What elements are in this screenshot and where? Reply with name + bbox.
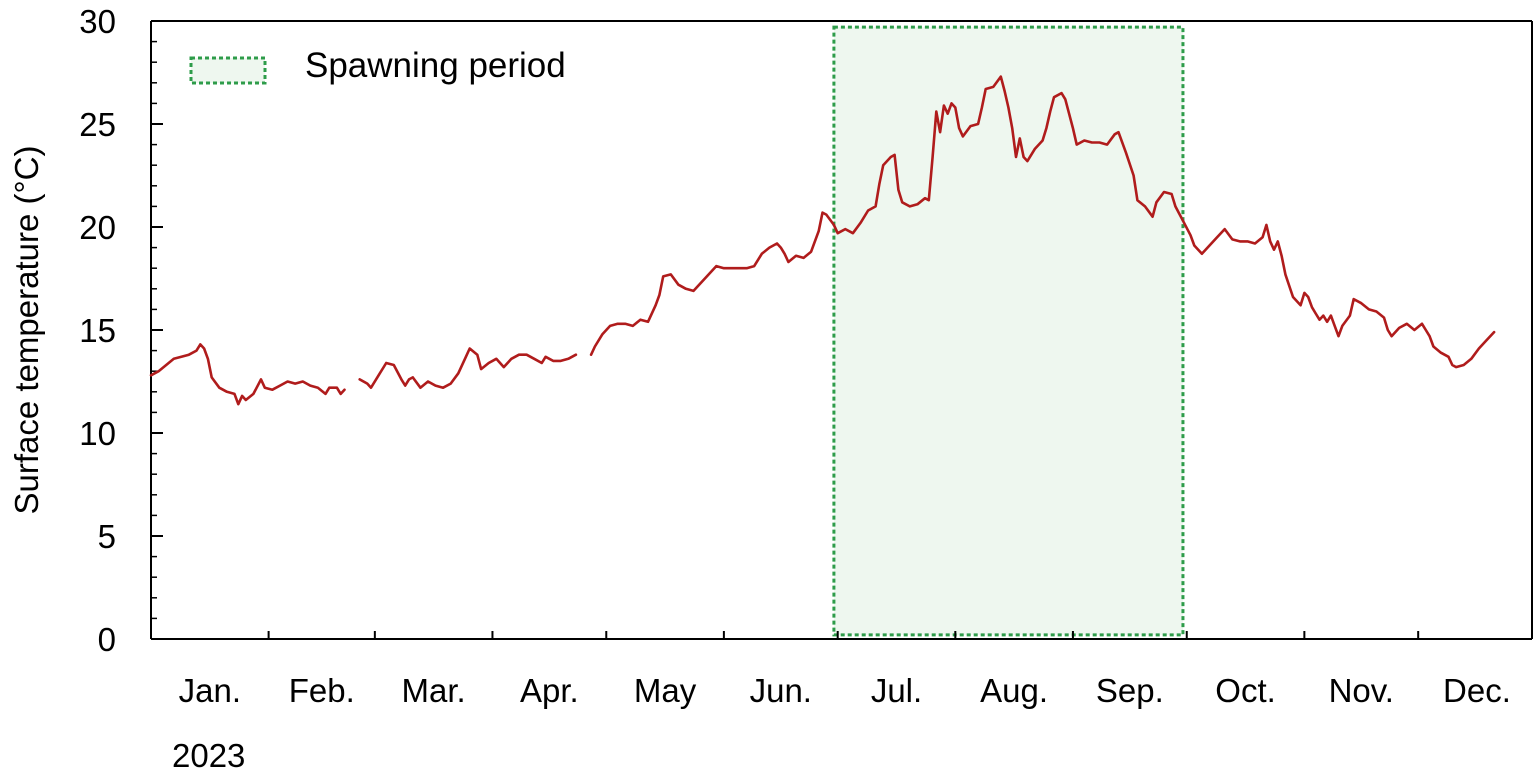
- legend-label: Spawning period: [305, 46, 566, 85]
- x-month-label: Apr.: [520, 672, 579, 709]
- temperature-line-segment: [149, 343, 346, 406]
- year-label: 2023: [172, 737, 245, 773]
- x-month-label: Jul.: [871, 672, 922, 709]
- y-axis-label: Surface temperature (°C): [8, 146, 45, 515]
- y-tick-label: 25: [79, 106, 116, 143]
- x-month-label: Mar.: [402, 672, 466, 709]
- temperature-line-segment: [589, 75, 1496, 369]
- spawning-period-band: [832, 25, 1185, 637]
- y-tick-label: 15: [79, 312, 116, 349]
- x-month-label: Jun.: [750, 672, 812, 709]
- x-month-label: Nov.: [1329, 672, 1394, 709]
- x-month-label: Jan.: [179, 672, 241, 709]
- x-month-label: Aug.: [980, 672, 1048, 709]
- y-tick-label: 20: [79, 209, 116, 246]
- x-month-label: Dec.: [1443, 672, 1511, 709]
- temperature-line-segment: [358, 347, 578, 389]
- x-month-label: Sep.: [1096, 672, 1164, 709]
- legend-swatch: [189, 56, 267, 85]
- y-tick-label: 30: [79, 3, 116, 40]
- x-month-label: May: [634, 672, 697, 709]
- x-month-label: Oct.: [1215, 672, 1276, 709]
- y-tick-label: 10: [79, 415, 116, 452]
- y-tick-label: 0: [98, 621, 116, 658]
- y-tick-label: 5: [98, 518, 116, 555]
- x-month-label: Feb.: [289, 672, 355, 709]
